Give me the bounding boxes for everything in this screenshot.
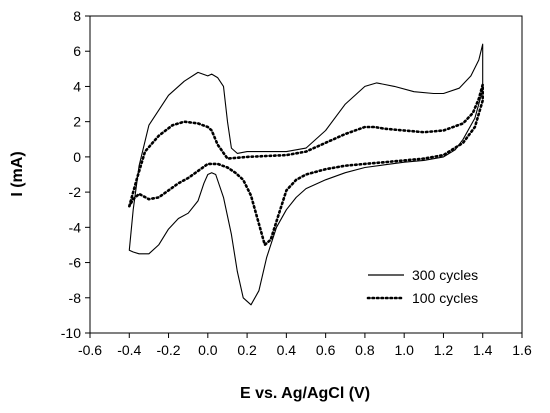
x-tick-label: -0.4	[117, 342, 141, 358]
x-tick-label: -0.6	[78, 342, 102, 358]
series-300-cycles-line	[128, 43, 484, 306]
y-tick-label: -6	[69, 255, 82, 271]
x-tick-label: 0.2	[237, 342, 257, 358]
legend-label-300-cycles: 300 cycles	[412, 267, 478, 283]
x-tick-label: -0.2	[156, 342, 180, 358]
y-tick-label: -4	[69, 219, 82, 235]
y-tick-label: 4	[73, 78, 81, 94]
x-tick-label: 1.0	[394, 342, 414, 358]
x-tick-label: 0.6	[316, 342, 336, 358]
y-tick-label: 6	[73, 43, 81, 59]
y-tick-label: -2	[69, 184, 82, 200]
legend: 300 cycles 100 cycles	[366, 267, 478, 306]
x-tick-label: 0.8	[355, 342, 375, 358]
x-tick-label: 1.4	[473, 342, 493, 358]
y-tick-label: 0	[73, 149, 81, 165]
y-tick-label: 8	[73, 8, 81, 24]
y-tick-label: 2	[73, 114, 81, 130]
plot-frame	[89, 15, 523, 334]
axis-ticks: -0.6 -0.4 -0.2 0.0 0.2 0.4 0.6 0.8 1.0 1.2 1.4 1.6 -…	[61, 8, 532, 358]
x-tick-label: 1.2	[434, 342, 454, 358]
x-axis-title: E vs. Ag/AgCl (V)	[240, 385, 370, 402]
x-tick-label: 0.4	[277, 342, 297, 358]
y-axis-title: I (mA)	[9, 151, 26, 196]
y-tick-label: -10	[61, 325, 81, 341]
x-tick-label: 0.0	[198, 342, 218, 358]
y-tick-label: -8	[69, 290, 82, 306]
series-layer	[128, 43, 484, 306]
series-100-cycles-line	[128, 83, 484, 247]
legend-label-100-cycles: 100 cycles	[412, 290, 478, 306]
x-tick-label: 1.6	[512, 342, 532, 358]
